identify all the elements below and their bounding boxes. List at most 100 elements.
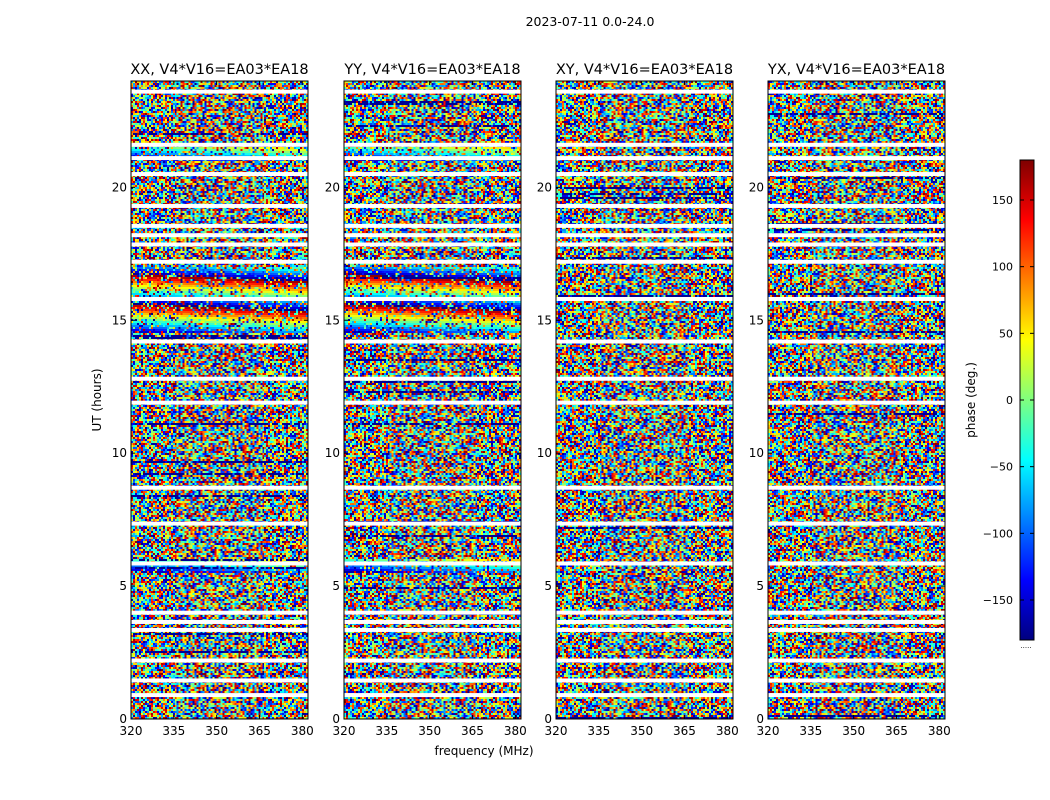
y-tick-label-xx-1: 5 <box>119 579 127 593</box>
flag-band-xy-17 <box>556 203 733 208</box>
x-tick-label-yx-3: 365 <box>885 724 908 738</box>
flag-band-xx-18 <box>131 172 308 177</box>
y-tick-label-xx-0: 0 <box>119 712 127 726</box>
flag-band-yx-7 <box>768 521 945 526</box>
figure-title: 2023-07-11 0.0-24.0 <box>526 14 655 29</box>
flag-band-yy-2 <box>344 658 521 663</box>
flag-band-yx-0 <box>768 693 945 698</box>
x-tick-label-xy-1: 335 <box>587 724 610 738</box>
flag-band-yx-4 <box>768 619 945 624</box>
flag-band-yy-16 <box>344 223 521 228</box>
x-tick-label-yy-2: 350 <box>418 724 441 738</box>
panel-yy: YY, V4*V16=EA03*EA18 320 335 350 365 380 0 5 10 1… <box>325 62 527 738</box>
flag-band-yy-15 <box>344 233 521 238</box>
flag-band-yy-12 <box>344 296 521 301</box>
flag-band-yy-0 <box>344 693 521 698</box>
panel-title-xx: XX, V4*V16=EA03*EA18 <box>130 62 308 78</box>
y-tick-label-xx-3: 15 <box>112 313 127 327</box>
flag-band-xy-15 <box>556 233 733 238</box>
y-tick-label-xx-4: 20 <box>112 180 127 194</box>
flag-band-yy-13 <box>344 259 521 264</box>
flag-band-yy-7 <box>344 521 521 526</box>
flag-band-xy-12 <box>556 296 733 301</box>
flag-band-yx-14 <box>768 242 945 247</box>
panel-frame-yx <box>767 80 946 720</box>
flag-band-xx-6 <box>131 561 308 566</box>
flag-band-xx-13 <box>131 259 308 264</box>
flag-band-yy-11 <box>344 339 521 344</box>
panel-title-yy: YY, V4*V16=EA03*EA18 <box>343 62 520 78</box>
flag-band-yx-13 <box>768 259 945 264</box>
flag-band-yy-5 <box>344 610 521 615</box>
x-tick-label-xy-2: 350 <box>630 724 653 738</box>
panel-yx: YX, V4*V16=EA03*EA18 320 335 350 365 380 0 5 10 1… <box>749 62 951 738</box>
x-tick-label-yx-1: 335 <box>799 724 822 738</box>
flag-band-yy-14 <box>344 242 521 247</box>
flag-band-yx-5 <box>768 610 945 615</box>
flag-band-yx-6 <box>768 561 945 566</box>
panel-xy: XY, V4*V16=EA03*EA18 320 335 350 365 380 0 5 10 1… <box>537 62 739 738</box>
flag-band-xy-6 <box>556 561 733 566</box>
colorbar-tick-label-2: −50 <box>990 461 1013 474</box>
flag-band-xx-15 <box>131 233 308 238</box>
y-tick-label-yy-4: 20 <box>325 180 340 194</box>
flag-band-yx-20 <box>768 142 945 147</box>
y-tick-label-xx-2: 10 <box>112 446 127 460</box>
flag-band-yx-10 <box>768 376 945 381</box>
flag-band-xx-9 <box>131 400 308 405</box>
flag-band-yy-9 <box>344 400 521 405</box>
flag-band-xy-5 <box>556 610 733 615</box>
panel-frame-xx <box>130 80 309 720</box>
flag-band-yy-1 <box>344 678 521 683</box>
x-axis-label: frequency (MHz) <box>434 744 533 758</box>
flag-band-yx-8 <box>768 485 945 490</box>
y-tick-label-xy-3: 15 <box>537 313 552 327</box>
flag-band-xx-10 <box>131 376 308 381</box>
x-tick-label-xy-0: 320 <box>545 724 568 738</box>
y-tick-label-yx-4: 20 <box>749 180 764 194</box>
colorbar: phase (deg.) ..... −150 −100 −50 0 50 100 150 <box>964 159 1035 650</box>
x-tick-label-yy-1: 335 <box>375 724 398 738</box>
flag-band-xx-17 <box>131 203 308 208</box>
colorbar-tick-label-6: 150 <box>992 194 1013 207</box>
flag-band-xy-18 <box>556 172 733 177</box>
flag-band-xx-12 <box>131 296 308 301</box>
panel-title-xy: XY, V4*V16=EA03*EA18 <box>556 62 733 78</box>
flag-band-yy-20 <box>344 142 521 147</box>
x-tick-label-yx-0: 320 <box>757 724 780 738</box>
x-tick-label-yy-4: 380 <box>504 724 527 738</box>
flag-band-xx-2 <box>131 658 308 663</box>
x-tick-label-yy-0: 320 <box>333 724 356 738</box>
flag-band-yy-18 <box>344 172 521 177</box>
y-tick-label-xy-0: 0 <box>544 712 552 726</box>
flag-band-xx-7 <box>131 521 308 526</box>
flag-band-yx-1 <box>768 678 945 683</box>
flag-band-xy-20 <box>556 142 733 147</box>
y-tick-label-xy-4: 20 <box>537 180 552 194</box>
x-tick-label-xx-3: 365 <box>248 724 271 738</box>
flag-band-yy-4 <box>344 619 521 624</box>
flag-band-xx-0 <box>131 693 308 698</box>
flag-band-xx-4 <box>131 619 308 624</box>
x-tick-label-yx-4: 380 <box>928 724 951 738</box>
colorbar-footer: ..... <box>1020 642 1031 650</box>
flag-band-xx-20 <box>131 142 308 147</box>
flag-band-xx-14 <box>131 242 308 247</box>
flag-band-yx-15 <box>768 233 945 238</box>
flag-band-yx-21 <box>768 89 945 94</box>
x-tick-label-xy-3: 365 <box>673 724 696 738</box>
colorbar-tick-label-1: −100 <box>983 527 1013 540</box>
flag-band-yx-9 <box>768 400 945 405</box>
colorbar-tick-label-3: 0 <box>1006 394 1013 407</box>
x-tick-label-xy-4: 380 <box>716 724 739 738</box>
flag-band-xy-19 <box>556 156 733 161</box>
flag-band-yy-3 <box>344 627 521 632</box>
panels-group: XX, V4*V16=EA03*EA18 320 335 350 365 380 0 5 10 1… <box>112 62 951 738</box>
x-tick-label-xx-1: 335 <box>162 724 185 738</box>
flag-band-yx-2 <box>768 658 945 663</box>
colorbar-tick-label-0: −150 <box>983 594 1013 607</box>
flag-band-xy-4 <box>556 619 733 624</box>
flag-band-yy-8 <box>344 485 521 490</box>
colorbar-label: phase (deg.) <box>964 362 978 438</box>
